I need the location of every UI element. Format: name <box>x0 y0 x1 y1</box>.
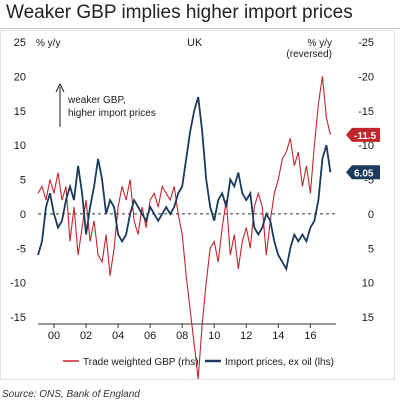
right-tick-label: 0 <box>368 209 374 221</box>
right-tick-label: -5 <box>364 175 374 187</box>
right-tick-label: -10 <box>358 140 374 152</box>
right-tick-label: -15 <box>358 106 374 118</box>
end-label-blue-bg <box>346 165 380 180</box>
country-label: UK <box>187 37 203 49</box>
x-tick-label: 12 <box>240 330 252 342</box>
x-tick-label: 06 <box>144 330 156 342</box>
x-tick-label: 14 <box>272 330 284 342</box>
annotation-line-2: higher import prices <box>68 108 156 119</box>
left-axis-ticks: 25 20 15 10 5 0 -5 -10 -15 <box>10 37 26 324</box>
series-line-import-prices <box>37 96 332 272</box>
x-axis-ticks: 00 02 04 06 08 10 12 14 16 <box>48 324 316 342</box>
right-unit-note: (reversed) <box>286 49 332 60</box>
x-tick-label: 10 <box>208 330 220 342</box>
chart-title: Weaker GBP implies higher import prices <box>6 2 353 23</box>
right-tick-label: -25 <box>358 37 374 49</box>
annotation-arrow <box>55 82 65 127</box>
x-tick-label: 04 <box>112 330 124 342</box>
x-tick-label: 00 <box>48 330 60 342</box>
title-divider <box>0 28 400 29</box>
left-tick-label: -15 <box>10 312 26 324</box>
legend-label-trade-weighted-gbp: Trade weighted GBP (rhs) <box>83 357 199 368</box>
right-tick-label: 10 <box>362 278 374 290</box>
left-unit-label: % y/y <box>36 38 60 49</box>
right-tick-label: 5 <box>368 243 374 255</box>
series-line-trade-weighted-gbp <box>37 76 331 379</box>
right-tick-label: -20 <box>358 71 374 83</box>
left-tick-label: 15 <box>14 106 26 118</box>
left-tick-label: 5 <box>20 175 26 187</box>
x-tick-label: 02 <box>80 330 92 342</box>
left-tick-label: 20 <box>14 71 26 83</box>
right-unit-label: % y/y <box>308 38 332 49</box>
annotation-line-1: weaker GBP, <box>67 95 126 106</box>
end-label-import-prices: 6.05 <box>346 165 380 180</box>
right-axis-ticks: -25 -20 -15 -10 -5 0 5 10 15 <box>358 37 374 324</box>
left-tick-label: 25 <box>14 37 26 49</box>
right-tick-label: 15 <box>362 312 374 324</box>
legend: Trade weighted GBP (rhs) Import prices, … <box>63 357 334 368</box>
left-tick-label: -5 <box>16 243 26 255</box>
x-tick-label: 16 <box>304 330 316 342</box>
x-tick-label: 08 <box>176 330 188 342</box>
end-label-red-text: -11.5 <box>354 131 377 142</box>
source-note: Source: ONS, Bank of England <box>2 389 140 400</box>
left-tick-label: 10 <box>14 140 26 152</box>
end-label-red-bg <box>346 127 380 142</box>
end-label-blue-text: 6.05 <box>354 168 374 179</box>
left-tick-label: 0 <box>20 209 26 221</box>
legend-label-import-prices: Import prices, ex oil (lhs) <box>225 357 334 368</box>
left-tick-label: -10 <box>10 278 26 290</box>
end-label-trade-weighted-gbp: -11.5 <box>346 127 380 142</box>
